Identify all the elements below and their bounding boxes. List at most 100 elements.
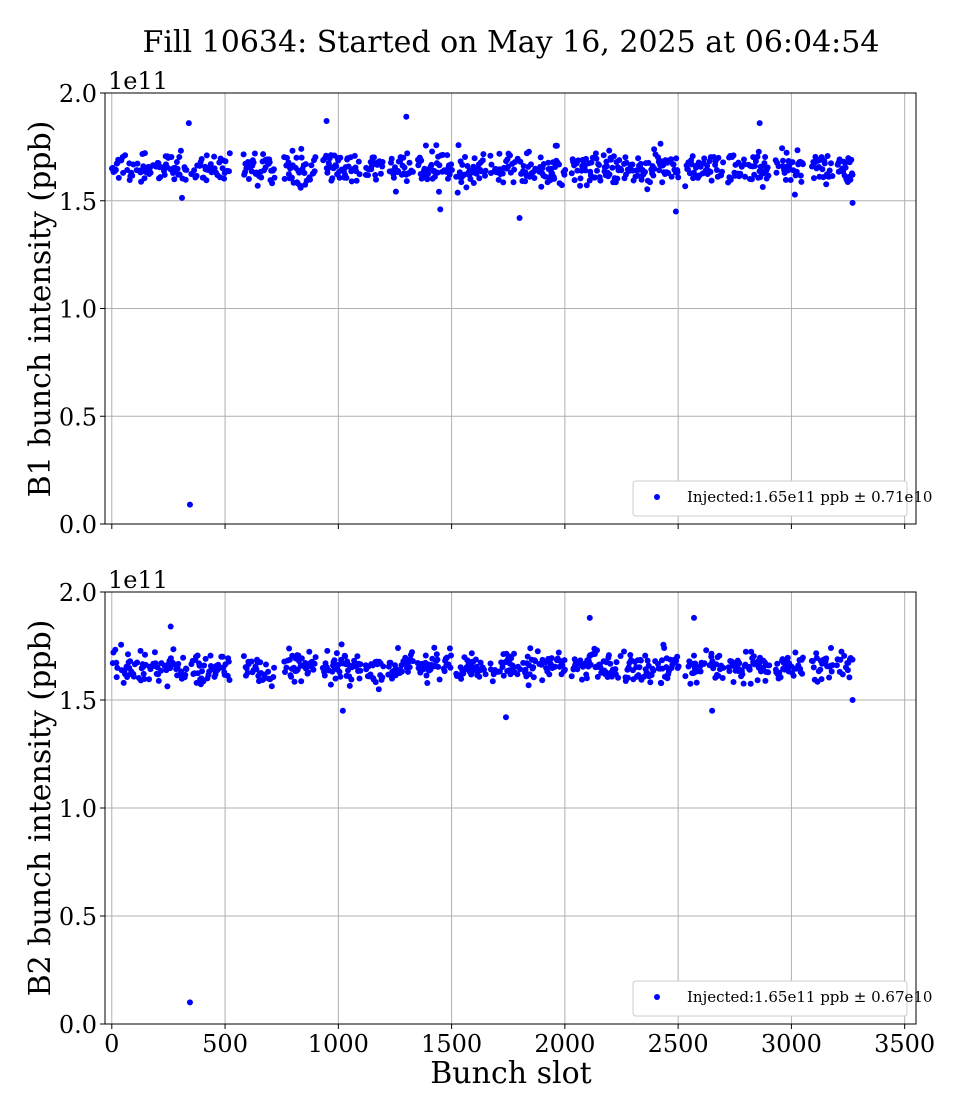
b2-bunch-point xyxy=(746,666,753,673)
b2-bunch-point xyxy=(607,660,614,667)
b2-bunch-point xyxy=(574,666,581,673)
b2-bunch-point xyxy=(354,653,361,660)
b2-bunch-point xyxy=(594,647,600,654)
b1-bunch-point xyxy=(656,167,663,174)
b2-bunch-point xyxy=(473,663,480,670)
b2-bunch-point xyxy=(500,672,507,679)
b1-bunch-point xyxy=(682,183,689,190)
b1-bunch-point xyxy=(594,167,600,174)
b1-bunch-point xyxy=(757,163,764,170)
b2-bunch-point xyxy=(530,674,537,681)
b2-bunch-point xyxy=(710,665,717,672)
b2-bunch-point xyxy=(762,677,769,684)
b2-bunch-point xyxy=(140,670,147,677)
b1-bunch-point xyxy=(525,148,532,155)
b2-bunch-point xyxy=(288,673,295,680)
b1-bunch-point xyxy=(644,186,651,193)
b2-bunch-point xyxy=(399,668,405,675)
b1-bunch-point xyxy=(642,169,648,175)
b2-bunch-point xyxy=(458,675,465,682)
b1-bunch-point xyxy=(285,159,292,166)
b2-x-tick-label: 2000 xyxy=(534,1030,595,1058)
b1-bunch-point xyxy=(657,140,664,147)
b1-bunch-point xyxy=(603,163,610,170)
b1-bunch-point xyxy=(222,158,229,165)
b2-bunch-point xyxy=(748,648,755,655)
b1-bunch-point xyxy=(297,184,304,191)
b2-bunch-point xyxy=(697,668,704,675)
b1-legend-marker xyxy=(654,494,660,500)
b2-bunch-point xyxy=(226,677,233,683)
b2-bunch-point xyxy=(568,673,575,680)
b2-bunch-point xyxy=(268,683,275,690)
b2-bunch-point xyxy=(339,707,346,714)
b1-bunch-point xyxy=(436,162,443,169)
b2-x-tick-label: 3500 xyxy=(874,1030,935,1058)
b1-bunch-point xyxy=(250,159,257,166)
b2-bunch-point xyxy=(719,675,726,681)
b2-bunch-point xyxy=(661,645,668,651)
b1-bunch-point xyxy=(161,171,168,178)
b1-bunch-point xyxy=(673,155,680,162)
b1-bunch-point xyxy=(183,167,190,173)
b2-ticks: 0 500 1000 1500 2000 2500 3000 3500 0.0 0.5 1.0 1.5… xyxy=(59,579,935,1058)
b1-bunch-point xyxy=(455,142,462,149)
b2-bunch-point xyxy=(526,671,533,678)
b2-x-tick-label: 0 xyxy=(104,1030,119,1058)
b1-bunch-point xyxy=(713,167,720,173)
b1-bunch-point xyxy=(510,179,517,186)
b1-bunch-point xyxy=(779,145,786,152)
b2-bunch-point xyxy=(441,668,448,675)
b1-bunch-point xyxy=(794,147,801,154)
b1-bunch-point xyxy=(531,175,538,181)
b1-bunch-point xyxy=(670,161,677,168)
b1-bunch-point xyxy=(520,163,527,169)
b2-bunch-point xyxy=(265,668,272,675)
b1-bunch-point xyxy=(266,159,273,166)
b2-bunch-point xyxy=(112,646,119,653)
b1-bunch-point xyxy=(635,155,642,162)
b2-bunch-point xyxy=(333,650,340,657)
b1-bunch-point xyxy=(759,184,766,190)
b1-bunch-point xyxy=(271,174,278,181)
b2-bunch-point xyxy=(559,662,566,669)
b2-bunch-point xyxy=(118,641,125,648)
b2-bunch-point xyxy=(826,674,833,681)
b1-bunch-point xyxy=(592,174,598,181)
b1-bunch-point xyxy=(138,168,145,175)
b2-bunch-point xyxy=(338,641,345,648)
b2-bunch-point xyxy=(839,671,846,678)
b2-bunch-point xyxy=(703,647,710,654)
b1-bunch-point xyxy=(329,175,336,182)
b2-bunch-point xyxy=(615,674,622,681)
b1-bunch-point xyxy=(789,159,796,166)
b2-bunch-point xyxy=(202,655,209,662)
b2-bunch-point xyxy=(379,674,386,681)
b1-bunch-point xyxy=(583,155,589,162)
b1-bunch-point xyxy=(561,171,568,178)
b2-bunch-point xyxy=(196,662,203,669)
b2-bunch-point xyxy=(387,659,394,666)
b1-bunch-point xyxy=(507,152,513,159)
b2-bunch-point xyxy=(754,677,761,684)
b2-bunch-point xyxy=(423,672,430,679)
b1-bunch-point xyxy=(704,162,711,169)
b2-bunch-point xyxy=(625,664,632,671)
b1-bunch-point xyxy=(168,154,175,160)
b1-bunch-point xyxy=(418,157,425,164)
b2-bunch-point xyxy=(790,672,797,679)
b2-bunch-point xyxy=(240,653,247,660)
b2-bunch-point xyxy=(306,648,313,655)
b1-bunch-point xyxy=(298,145,305,152)
b2-bunch-point xyxy=(312,654,319,661)
b1-bunch-point xyxy=(842,160,849,166)
b2-bunch-point xyxy=(777,674,784,681)
b1-y-axis-label: B1 bunch intensity (ppb) xyxy=(23,121,58,498)
b2-y-tick-label: 0.5 xyxy=(59,903,97,931)
b1-bunch-point xyxy=(293,154,300,161)
b1-bunch-point xyxy=(819,166,826,173)
b2-bunch-point xyxy=(799,654,806,661)
b1-bunch-point xyxy=(622,154,629,161)
b2-bunch-point xyxy=(305,669,312,676)
